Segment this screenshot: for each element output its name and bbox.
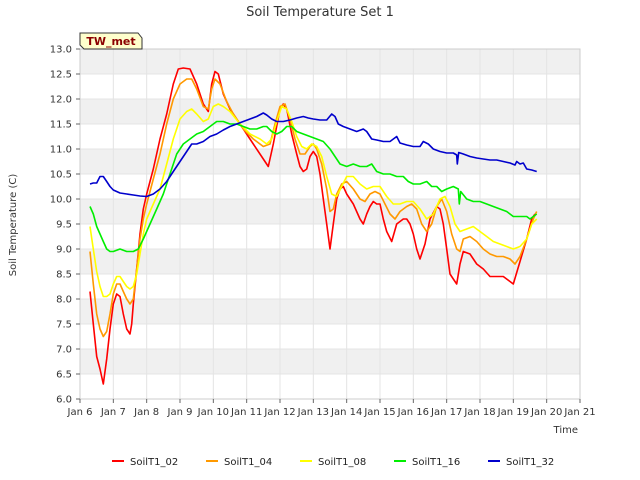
- y-tick-label: 13.0: [50, 45, 72, 56]
- x-tick-label: Jan 8: [133, 407, 159, 418]
- y-tick-label: 6.0: [56, 395, 72, 406]
- x-tick-label: Jan 7: [100, 407, 126, 418]
- y-axis-ticks: 6.0 6.5 7.0 7.5 8.0 8.5 9.0 9.5 10.0 10.5 11.0 11.5…: [50, 45, 80, 406]
- plot-band: [80, 99, 580, 124]
- x-tick-label: Jan 13: [297, 407, 329, 418]
- legend-label: SoilT1_16: [412, 457, 460, 468]
- y-tick-label: 10.5: [50, 170, 72, 181]
- plot-band: [80, 299, 580, 324]
- x-tick-label: Jan 19: [497, 407, 529, 418]
- y-tick-label: 9.5: [56, 220, 72, 231]
- annotation-badge-box: [79, 32, 143, 50]
- y-tick-label: 6.5: [56, 370, 72, 381]
- x-tick-label: Jan 11: [230, 407, 262, 418]
- x-tick-label: Jan 16: [397, 407, 429, 418]
- series-line-soilt1-16: [89, 120, 538, 253]
- plot-band: [80, 49, 580, 74]
- plot-band: [80, 324, 580, 349]
- y-tick-label: 12.5: [50, 70, 72, 81]
- series-lines: [89, 67, 538, 385]
- legend-item-soilt1-08: SoilT1_08: [300, 457, 366, 468]
- x-tick-label: Jan 15: [363, 407, 395, 418]
- y-tick-label: 12.0: [50, 95, 72, 106]
- legend-item-soilt1-02: SoilT1_02: [112, 457, 178, 468]
- legend: SoilT1_02 SoilT1_04 SoilT1_08 SoilT1_16 Soil…: [112, 457, 554, 468]
- x-tick-label: Jan 18: [463, 407, 495, 418]
- x-tick-label: Jan 10: [197, 407, 229, 418]
- y-tick-label: 7.5: [56, 320, 72, 331]
- y-tick-label: 11.5: [50, 120, 72, 131]
- series-line-soilt1-02: [89, 67, 536, 385]
- chart-title: Soil Temperature Set 1: [246, 5, 394, 20]
- x-tick-label: Jan 14: [330, 407, 362, 418]
- x-tick-label: Jan 20: [530, 407, 562, 418]
- x-tick-label: Jan 6: [67, 407, 93, 418]
- x-axis-ticks: Jan 6 Jan 7 Jan 8 Jan 9 Jan 10 Jan 11 Jan 12 Ja…: [67, 399, 596, 418]
- x-tick-label: Jan 17: [430, 407, 462, 418]
- plot-band: [80, 149, 580, 174]
- y-tick-label: 9.0: [56, 245, 72, 256]
- plot-band: [80, 74, 580, 99]
- x-tick-label: Jan 12: [263, 407, 295, 418]
- legend-label: SoilT1_08: [318, 457, 366, 468]
- y-tick-label: 8.0: [56, 295, 72, 306]
- legend-label: SoilT1_32: [506, 457, 554, 468]
- legend-item-soilt1-32: SoilT1_32: [488, 457, 554, 468]
- plot-band: [80, 274, 580, 299]
- x-tick-label: Jan 21: [563, 407, 595, 418]
- legend-label: SoilT1_02: [130, 457, 178, 468]
- legend-label: SoilT1_04: [224, 457, 272, 468]
- series-line-soilt1-32: [89, 112, 537, 198]
- y-tick-label: 11.0: [50, 145, 72, 156]
- plot-band: [80, 349, 580, 374]
- y-tick-label: 8.5: [56, 270, 72, 281]
- plot-band: [80, 374, 580, 399]
- annotation-badge-text: TW_met: [86, 35, 135, 48]
- legend-item-soilt1-04: SoilT1_04: [206, 457, 272, 468]
- y-axis-label: Soil Temperature (C): [8, 174, 19, 277]
- x-axis-label: Time: [553, 425, 578, 436]
- annotation-badge: TW_met: [79, 32, 143, 50]
- y-tick-label: 7.0: [56, 345, 72, 356]
- plot-band: [80, 249, 580, 274]
- x-tick-label: Jan 9: [167, 407, 193, 418]
- plot-band: [80, 124, 580, 149]
- y-tick-label: 10.0: [50, 195, 72, 206]
- plot-background: [80, 49, 580, 399]
- legend-item-soilt1-16: SoilT1_16: [394, 457, 460, 468]
